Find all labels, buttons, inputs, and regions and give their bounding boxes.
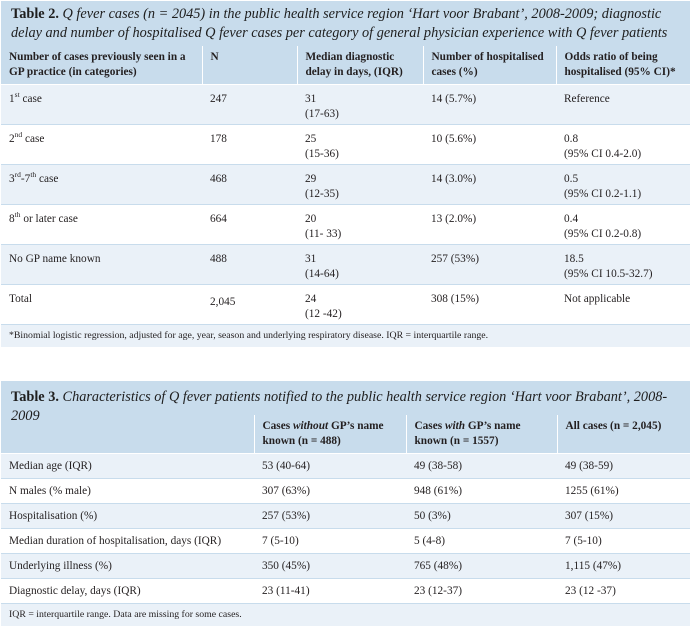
header-with-gp: Cases with GP’s name known (n = 1557) [405, 415, 557, 454]
table-row: Median age (IQR) 53 (40-64) 49 (38-58) 4… [1, 453, 690, 478]
header-category: Number of cases previously seen in a GP … [1, 46, 202, 85]
cell-n: 2,045 [202, 283, 297, 324]
table-3-grid: Cases without GP’s name known (n = 488) … [1, 415, 690, 603]
table-2: Table 2. Q fever cases (n = 2045) in the… [1, 1, 690, 347]
table-row: 3rd-7th case 468 29 (12-35) 14 (3.0%) 0.5… [1, 163, 690, 204]
cell-with: 23 (12-37) [406, 577, 557, 603]
table-row: Hospitalisation (%) 257 (53%) 50 (3%) 30… [1, 502, 690, 528]
cell-category: 3rd-7th case [1, 163, 202, 204]
cell-delay: 29 (12-35) [297, 163, 423, 204]
table-row: Median duration of hospitalisation, days… [1, 527, 690, 553]
cell-delay: 25 (15-36) [297, 123, 423, 164]
cell-hospitalised: 14 (5.7%) [423, 84, 556, 124]
cell-odds: Not applicable [556, 283, 690, 324]
cell-all: 49 (38-59) [557, 453, 690, 478]
table-row: Diagnostic delay, days (IQR) 23 (11-41) … [1, 577, 690, 603]
header-characteristic [1, 415, 254, 454]
cell-odds: 0.8 (95% CI 0.4-2.0) [556, 123, 690, 164]
cell-with: 5 (4-8) [406, 527, 557, 553]
table-3: Table 3. Characteristics of Q fever pati… [1, 381, 690, 626]
table-row: Underlying illness (%) 350 (45%) 765 (48… [1, 552, 690, 578]
cell-odds: 0.4 (95% CI 0.2-0.8) [556, 203, 690, 244]
table-2-header-row: Number of cases previously seen in a GP … [1, 46, 690, 85]
cell-hospitalised: 308 (15%) [423, 283, 556, 324]
table-row: 1st case 247 31 (17-63) 14 (5.7%) Referen… [1, 84, 690, 124]
table-2-label: Table 2. [11, 6, 59, 22]
table-2-grid: Number of cases previously seen in a GP … [1, 46, 690, 324]
cell-label: Diagnostic delay, days (IQR) [1, 577, 254, 603]
header-all-cases: All cases (n = 2,045) [556, 415, 690, 454]
cell-with: 50 (3%) [406, 502, 557, 528]
table-row: 8th or later case 664 20 (11- 33) 13 (2.0… [1, 203, 690, 244]
cell-without: 307 (63%) [254, 477, 406, 503]
table-3-footnote: IQR = interquartile range. Data are miss… [1, 603, 690, 626]
cell-without: 7 (5-10) [254, 527, 406, 553]
cell-n: 468 [202, 163, 297, 204]
cell-without: 257 (53%) [254, 502, 406, 528]
cell-all: 1,115 (47%) [557, 552, 690, 578]
cell-odds: Reference [556, 84, 690, 124]
cell-hospitalised: 257 (53%) [423, 243, 556, 284]
cell-label: N males (% male) [1, 477, 254, 503]
cell-with: 765 (48%) [406, 552, 557, 578]
header-delay: Median diagnostic delay in days, (IQR) [296, 46, 423, 85]
cell-category: 8th or later case [1, 203, 202, 244]
cell-category: No GP name known [1, 243, 202, 284]
cell-delay: 24 (12 -42) [297, 283, 423, 324]
header-n: N [201, 46, 297, 85]
header-without-gp: Cases without GP’s name known (n = 488) [253, 415, 406, 454]
cell-without: 53 (40-64) [254, 453, 406, 478]
table-3-caption: Characteristics of Q fever patients noti… [11, 389, 668, 424]
cell-hospitalised: 10 (5.6%) [423, 123, 556, 164]
cell-without: 23 (11-41) [254, 577, 406, 603]
cell-delay: 20 (11- 33) [297, 203, 423, 244]
table-2-title: Table 2. Q fever cases (n = 2045) in the… [1, 1, 690, 46]
cell-hospitalised: 14 (3.0%) [423, 163, 556, 204]
table-row: Total 2,045 24 (12 -42) 308 (15%) Not app… [1, 283, 690, 324]
table-row: 2nd case 178 25 (15-36) 10 (5.6%) 0.8 (95%… [1, 123, 690, 164]
table-3-header-row: Cases without GP’s name known (n = 488) … [1, 415, 690, 454]
table-3-label: Table 3. [11, 389, 59, 405]
header-odds: Odds ratio of being hospitalised (95% CI… [555, 46, 690, 85]
cell-all: 1255 (61%) [557, 477, 690, 503]
cell-n: 247 [202, 84, 297, 124]
cell-label: Hospitalisation (%) [1, 502, 254, 528]
cell-all: 7 (5-10) [557, 527, 690, 553]
header-hospitalised: Number of hospitalised cases (%) [422, 46, 556, 85]
cell-all: 23 (12 -37) [557, 577, 690, 603]
cell-all: 307 (15%) [557, 502, 690, 528]
cell-odds: 18.5 (95% CI 10.5-32.7) [556, 243, 690, 284]
cell-delay: 31 (17-63) [297, 84, 423, 124]
cell-n: 664 [202, 203, 297, 244]
cell-label: Median age (IQR) [1, 453, 254, 478]
cell-without: 350 (45%) [254, 552, 406, 578]
table-3-title: Table 3. Characteristics of Q fever pati… [1, 381, 690, 424]
cell-category: 2nd case [1, 123, 202, 164]
cell-n: 488 [202, 243, 297, 284]
table-2-caption: Q fever cases (n = 2045) in the public h… [11, 6, 668, 41]
table-row: No GP name known 488 31 (14-64) 257 (53%)… [1, 243, 690, 284]
table-2-footnote: *Binomial logistic regression, adjusted … [1, 324, 690, 347]
cell-with: 49 (38-58) [406, 453, 557, 478]
cell-odds: 0.5 (95% CI 0.2-1.1) [556, 163, 690, 204]
cell-hospitalised: 13 (2.0%) [423, 203, 556, 244]
cell-delay: 31 (14-64) [297, 243, 423, 284]
table-row: N males (% male) 307 (63%) 948 (61%) 125… [1, 477, 690, 503]
cell-n: 178 [202, 123, 297, 164]
cell-label: Median duration of hospitalisation, days… [1, 527, 254, 553]
cell-with: 948 (61%) [406, 477, 557, 503]
cell-label: Underlying illness (%) [1, 552, 254, 578]
cell-category: 1st case [1, 84, 202, 124]
cell-category: Total [1, 283, 202, 324]
